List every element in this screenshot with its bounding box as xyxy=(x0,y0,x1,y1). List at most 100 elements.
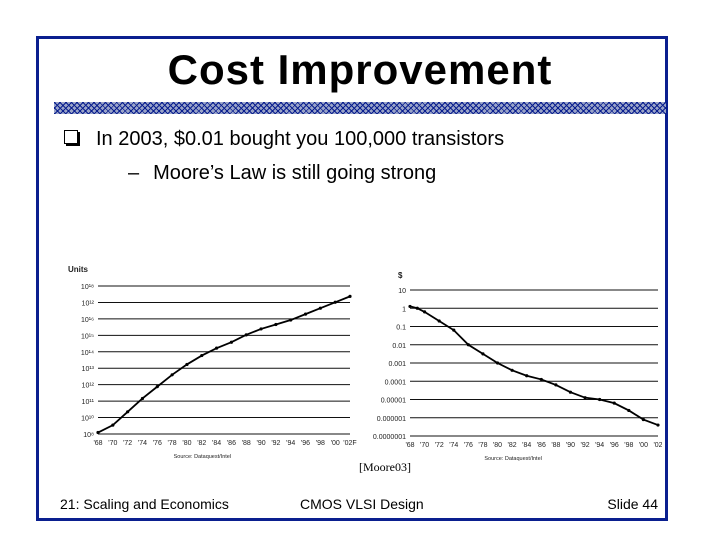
x-tick-label: '86 xyxy=(537,442,546,449)
x-tick-label: '88 xyxy=(242,440,251,447)
data-point xyxy=(96,430,100,435)
x-tick-label: '72 xyxy=(435,442,444,449)
title-divider xyxy=(54,102,666,114)
x-tick-label: '00 xyxy=(639,442,648,449)
y-tick-label: 10¹³ xyxy=(82,366,95,373)
y-tick-label: 0.0000001 xyxy=(373,434,406,441)
data-point xyxy=(656,423,660,427)
data-point xyxy=(525,374,529,378)
data-point xyxy=(612,401,616,405)
x-tick-label: '88 xyxy=(551,442,560,449)
x-tick-label: '78 xyxy=(168,440,177,447)
data-point xyxy=(259,327,263,331)
x-tick-label: '86 xyxy=(227,440,236,447)
y-tick-label: 10¹⁰ xyxy=(81,415,94,423)
x-tick-label: '98 xyxy=(316,440,325,447)
x-tick-label: '92 xyxy=(271,440,280,447)
charts-figure: Units 10⁸ 10¹⁰ 10¹¹ 10¹² 10¹³ 10¹⁴ 10¹⁵ 10¹⁶ 10¹²… xyxy=(68,265,662,462)
data-point xyxy=(318,306,322,310)
x-tick-label: '94 xyxy=(286,440,295,447)
x-tick-label: '68 xyxy=(405,442,414,449)
data-point xyxy=(200,353,204,358)
x-tick-label: '90 xyxy=(256,440,265,447)
y-tick-label: 10 xyxy=(398,288,406,295)
slide-frame xyxy=(36,36,668,521)
dash-bullet-icon: – xyxy=(128,162,140,184)
data-point xyxy=(583,396,587,400)
data-point xyxy=(333,300,337,304)
data-point xyxy=(229,340,234,344)
x-tick-label: '72 xyxy=(123,440,132,447)
x-tick-label: '74 xyxy=(449,442,458,449)
x-tick-label: '84 xyxy=(212,440,221,447)
source-note: Source: Dataquest/Intel xyxy=(484,456,541,462)
slide-title: Cost Improvement xyxy=(167,46,553,93)
y-tick-label: 0.01 xyxy=(392,343,406,350)
bullet-main: In 2003, $0.01 bought you 100,000 transi… xyxy=(64,128,504,151)
data-point xyxy=(214,346,219,350)
x-tick-label: '98 xyxy=(624,442,633,449)
data-point xyxy=(495,361,500,365)
footer-right: Slide 44 xyxy=(607,496,658,512)
y-tick-label: 10¹⁴ xyxy=(81,350,94,357)
x-tick-label: '76 xyxy=(153,440,162,447)
y-tick-label: 1 xyxy=(402,306,406,313)
x-tick-label: '82 xyxy=(197,440,206,447)
data-point xyxy=(408,304,412,309)
data-point xyxy=(554,383,558,387)
x-tick-label: '94 xyxy=(595,442,604,449)
data-point xyxy=(568,390,573,394)
data-point xyxy=(170,373,174,377)
data-point xyxy=(437,319,441,323)
sub-bullet-text: Moore’s Law is still going strong xyxy=(153,162,437,184)
x-tick-label: '76 xyxy=(464,442,473,449)
source-note: Source: Dataquest/Intel xyxy=(174,454,231,460)
axis-unit-label: Units xyxy=(68,265,89,274)
x-tick-label: '78 xyxy=(478,442,487,449)
series-line xyxy=(97,295,351,434)
data-point xyxy=(641,417,646,422)
x-tick-label: '82 xyxy=(508,442,517,449)
data-point xyxy=(111,423,115,427)
y-tick-label: 0.0001 xyxy=(385,379,407,386)
chart-units: Units 10⁸ 10¹⁰ 10¹¹ 10¹² 10¹³ 10¹⁴ 10¹⁵ 10¹⁶ 10¹²… xyxy=(68,265,357,460)
data-point xyxy=(466,343,470,347)
x-tick-label: '80 xyxy=(493,442,502,449)
data-point xyxy=(185,362,189,367)
x-tick-label: '96 xyxy=(610,442,619,449)
y-tick-label: 0.00001 xyxy=(381,398,406,405)
x-tick-label: '68 xyxy=(93,440,102,447)
x-tick-label: '00 xyxy=(331,440,340,447)
y-tick-label: 10¹⁶ xyxy=(81,317,94,324)
footer-center: CMOS VLSI Design xyxy=(300,496,424,512)
y-tick-label: 10¹² xyxy=(82,383,95,390)
axis-unit-label: $ xyxy=(398,271,403,280)
data-point xyxy=(244,333,248,337)
data-point xyxy=(140,396,145,401)
y-tick-label: 0.000001 xyxy=(377,416,406,423)
x-tick-label: '84 xyxy=(522,442,531,449)
x-tick-label: '96 xyxy=(301,440,310,447)
y-tick-label: 10¹¹ xyxy=(82,399,95,406)
data-point xyxy=(126,410,130,414)
y-tick-label: 10¹⁸ xyxy=(81,284,94,291)
x-tick-label: '92 xyxy=(580,442,589,449)
checkbox-bullet-icon xyxy=(64,130,78,144)
data-point xyxy=(303,312,308,316)
footer-left: 21: Scaling and Economics xyxy=(60,496,229,512)
bullet-text: In 2003, $0.01 bought you 100,000 transi… xyxy=(96,128,505,150)
x-tick-label: '74 xyxy=(138,440,147,447)
data-point xyxy=(415,306,419,310)
y-tick-label: 10¹² xyxy=(82,300,95,307)
x-tick-label: '02F xyxy=(343,440,356,447)
citation: [Moore03] xyxy=(359,460,411,474)
y-tick-label: 0.1 xyxy=(396,325,406,332)
data-point xyxy=(481,352,485,356)
chart-cost: $0.0000001 0.000001 0.00001 0.0001 0.001 0.01… xyxy=(373,271,662,462)
bullet-sub: – Moore’s Law is still going strong xyxy=(128,162,436,185)
x-tick-label: '02 xyxy=(653,442,662,449)
x-tick-label: '80 xyxy=(182,440,191,447)
x-tick-label: '90 xyxy=(566,442,575,449)
data-point xyxy=(627,408,631,413)
data-point xyxy=(155,385,159,389)
